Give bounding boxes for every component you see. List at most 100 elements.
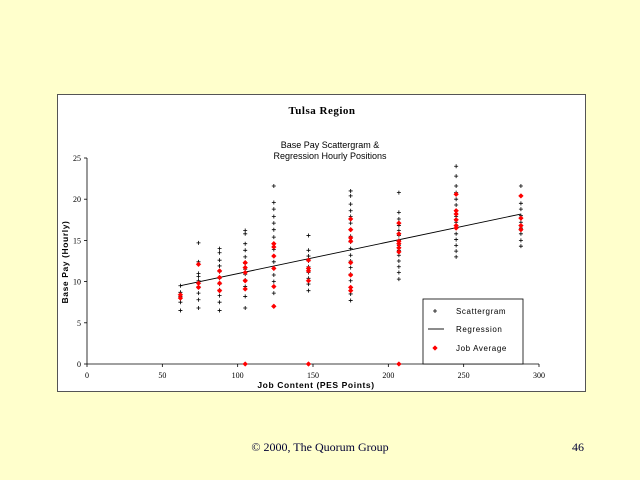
- y-tick-label: 5: [77, 319, 81, 328]
- x-tick-label: 300: [533, 371, 545, 380]
- scatter-point: [271, 273, 276, 278]
- scatter-point: [518, 231, 523, 236]
- scatter-point: [196, 240, 201, 245]
- job-average-point: [396, 245, 402, 251]
- job-average-point: [347, 284, 354, 291]
- chart-title: Tulsa Region: [288, 105, 355, 117]
- scatter-point: [271, 184, 276, 189]
- scatter-point: [348, 253, 353, 258]
- scatter-point: [178, 283, 183, 288]
- scatter-point: [217, 308, 222, 313]
- job-average-point: [396, 231, 402, 237]
- scatter-point: [217, 258, 222, 263]
- scatter-point: [271, 291, 276, 296]
- scatter-point: [454, 254, 459, 259]
- scatter-point: [217, 300, 222, 305]
- scatter-point: [396, 264, 401, 269]
- scatter-point: [271, 200, 276, 205]
- scatter-point: [454, 249, 459, 254]
- job-average-point: [347, 259, 354, 266]
- scatter-point: [348, 246, 353, 251]
- scatter-point: [178, 300, 183, 305]
- job-average-point: [216, 274, 223, 281]
- chart-subtitle-line-2: Regression Hourly Positions: [273, 151, 387, 161]
- scatter-point: [217, 293, 222, 298]
- scatter-point: [348, 278, 353, 283]
- x-tick-label: 0: [85, 371, 89, 380]
- scatter-point: [178, 308, 183, 313]
- scatter-point: [518, 244, 523, 249]
- x-tick-label: 200: [382, 371, 394, 380]
- scatter-point: [518, 238, 523, 243]
- job-average-point: [347, 272, 354, 278]
- scatter-point: [454, 174, 459, 179]
- job-average-point: [195, 280, 202, 287]
- scatter-point: [518, 201, 523, 206]
- scatter-point: [348, 202, 353, 207]
- job-average-point: [347, 216, 354, 222]
- chart-panel: Tulsa Region Base Pay Scattergram & Regr…: [57, 94, 586, 392]
- scatter-point: [271, 207, 276, 212]
- x-axis-label: Job Content (PES Points): [257, 380, 374, 390]
- job-average-point: [242, 361, 248, 367]
- job-average-point: [177, 292, 184, 298]
- scatter-point: [243, 241, 248, 246]
- scatter-point: [348, 221, 353, 226]
- scatter-point: [243, 305, 248, 310]
- scatter-point: [518, 184, 523, 189]
- job-average-point: [271, 265, 277, 272]
- x-tick-label: 150: [307, 371, 319, 380]
- scatter-point: [306, 288, 311, 293]
- job-average-point: [347, 235, 354, 241]
- y-tick-label: 20: [73, 195, 81, 204]
- job-average-point: [305, 278, 312, 284]
- scatter-point: [348, 208, 353, 213]
- scatter-point: [518, 207, 523, 212]
- legend-box: [422, 298, 524, 365]
- scatter-point: [306, 248, 311, 253]
- job-average-point: [216, 280, 223, 287]
- scatter-point: [396, 270, 401, 275]
- y-tick-label: 10: [73, 278, 81, 287]
- scatter-point: [454, 197, 459, 202]
- job-average-point: [453, 191, 459, 198]
- page-number: 46: [572, 440, 584, 454]
- scatter-point: [196, 271, 201, 276]
- scatter-point: [243, 228, 248, 233]
- legend: Scattergram Regression Job Average: [422, 298, 524, 365]
- job-average-point: [271, 240, 277, 247]
- scatter-point: [271, 259, 276, 264]
- job-average-points: [177, 191, 524, 367]
- scatter-point: [348, 265, 353, 270]
- scatter-point: [396, 277, 401, 282]
- scatter-point: [217, 246, 222, 251]
- job-average-point: [195, 261, 202, 268]
- legend-label-scattergram: Scattergram: [456, 307, 506, 316]
- job-average-point: [347, 238, 354, 244]
- job-average-point: [242, 278, 248, 284]
- job-average-point: [396, 249, 402, 255]
- job-average-point: [347, 226, 354, 233]
- job-average-point: [453, 222, 459, 229]
- scatter-point: [454, 164, 459, 169]
- scatter-chart: Tulsa Region Base Pay Scattergram & Regr…: [60, 105, 545, 390]
- job-average-point: [271, 283, 277, 290]
- legend-markers: [428, 309, 444, 351]
- scatter-point: [243, 294, 248, 299]
- scatter-point: [396, 190, 401, 195]
- legend-job-average-marker: [432, 345, 438, 351]
- job-average-point: [518, 226, 524, 233]
- job-average-point: [195, 284, 202, 291]
- scatter-point: [271, 279, 276, 284]
- scatter-point: [271, 235, 276, 240]
- scatter-point: [196, 291, 201, 296]
- y-axis-label: Base Pay (Hourly): [60, 221, 70, 304]
- x-tick-label: 50: [158, 371, 166, 380]
- job-average-point: [271, 303, 277, 310]
- job-average-point: [216, 287, 223, 294]
- scatter-point: [243, 254, 248, 259]
- scatter-point: [196, 297, 201, 302]
- scatter-point: [271, 214, 276, 219]
- scatter-point: [271, 227, 276, 232]
- chart-subtitle-line-1: Base Pay Scattergram &: [281, 140, 380, 150]
